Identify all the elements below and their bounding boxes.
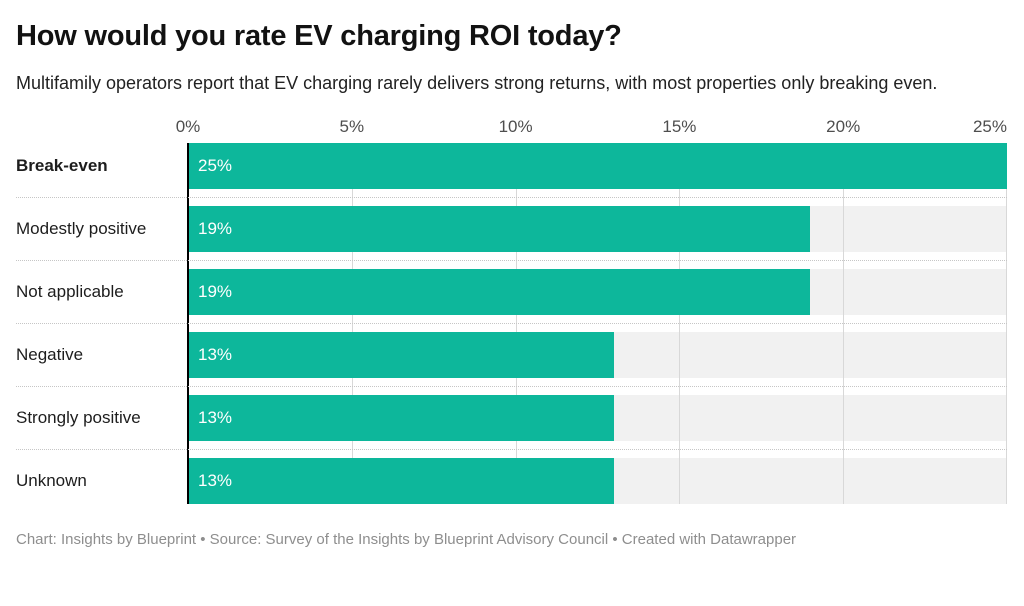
chart-subtitle: Multifamily operators report that EV cha… <box>16 73 938 93</box>
bar-chart: 0% 5% 10% 15% 20% 25% Break-even 25% Modestly… <box>16 97 1007 504</box>
chart-footer: Chart: Insights by Blueprint • Source: S… <box>16 531 797 548</box>
bar-value-label: 19% <box>198 282 233 301</box>
category-label: Modestly positive <box>16 219 147 238</box>
bar-row: Break-even 25% <box>16 143 1007 206</box>
x-tick-label: 10% <box>498 117 533 136</box>
category-label: Not applicable <box>16 282 124 301</box>
x-tick-label: 15% <box>662 117 697 136</box>
bar-row: Modestly positive 19% <box>16 206 1007 269</box>
bar-row: Unknown 13% <box>16 458 1007 504</box>
bar-track: 13% <box>188 395 1007 441</box>
bar-value-label: 13% <box>198 471 233 490</box>
bar-value-label: 19% <box>198 219 233 238</box>
category-label: Break-even <box>16 156 108 175</box>
x-tick-label: 25% <box>972 117 1007 136</box>
bar: 19% <box>188 206 811 252</box>
bar: 13% <box>188 395 614 441</box>
category-label: Unknown <box>16 471 87 490</box>
bar: 25% <box>188 143 1007 189</box>
chart-title: How would you rate EV charging ROI today… <box>16 20 622 52</box>
bar-track: 13% <box>188 458 1007 504</box>
bar-row: Not applicable 19% <box>16 269 1007 332</box>
category-label: Negative <box>16 345 84 364</box>
bar-track: 19% <box>188 269 1007 315</box>
bar-track: 19% <box>188 206 1007 252</box>
bar: 19% <box>188 269 811 315</box>
bar-row: Strongly positive 13% <box>16 395 1007 458</box>
x-tick-label: 0% <box>175 117 201 136</box>
plot-area: Break-even 25% Modestly positive 19% Not… <box>16 143 1007 504</box>
bar-value-label: 13% <box>198 408 233 427</box>
x-tick-label: 20% <box>826 117 861 136</box>
bar-track: 13% <box>188 332 1007 378</box>
bar-value-label: 25% <box>198 156 233 175</box>
bar-value-label: 13% <box>198 345 233 364</box>
category-label: Strongly positive <box>16 408 141 427</box>
bar: 13% <box>188 458 614 504</box>
x-tick-label: 5% <box>339 117 365 136</box>
bar-track: 25% <box>188 143 1007 189</box>
bar-row: Negative 13% <box>16 332 1007 395</box>
bar-rows: Break-even 25% Modestly positive 19% Not… <box>16 143 1007 504</box>
bar: 13% <box>188 332 614 378</box>
x-axis: 0% 5% 10% 15% 20% 25% <box>176 97 1007 143</box>
